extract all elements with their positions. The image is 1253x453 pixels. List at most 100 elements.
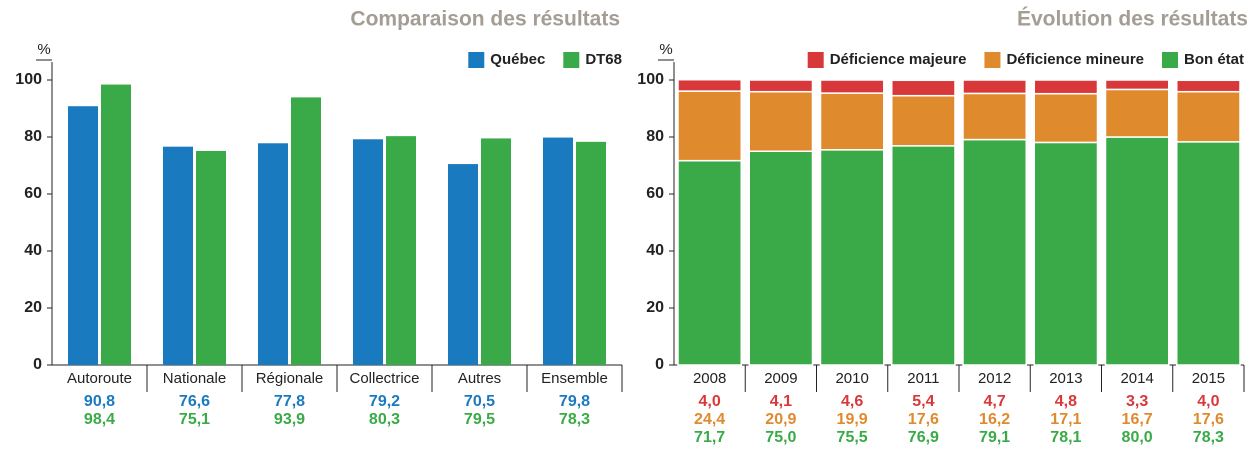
y-tick-label: 20 xyxy=(646,299,664,316)
value-label: 78,1 xyxy=(1050,429,1081,446)
y-axis-label: % xyxy=(37,41,50,58)
x-tick-label: 2015 xyxy=(1192,370,1225,387)
bar xyxy=(543,137,573,365)
bar xyxy=(481,138,511,365)
x-tick-label: 2009 xyxy=(764,370,797,387)
legend-label: Québec xyxy=(490,51,545,68)
chart-title: Évolution des résultats xyxy=(1017,8,1248,31)
legend-swatch xyxy=(807,52,824,68)
bar xyxy=(386,136,416,365)
y-tick-label: 40 xyxy=(646,242,664,259)
value-label: 16,2 xyxy=(979,411,1010,428)
value-label: 76,9 xyxy=(908,429,939,446)
value-label: 4,0 xyxy=(699,393,721,410)
x-tick-label: Régionale xyxy=(256,370,324,387)
bar xyxy=(68,106,98,365)
bar-segment xyxy=(962,92,1027,141)
x-tick-label: 2014 xyxy=(1120,370,1153,387)
value-label: 5,4 xyxy=(912,393,934,410)
y-tick-label: 40 xyxy=(24,242,42,259)
bar-segment xyxy=(677,78,742,92)
y-tick-label: 100 xyxy=(637,71,664,88)
x-tick-label: Ensemble xyxy=(541,370,608,387)
bar-segment xyxy=(748,79,814,93)
y-tick-label: 20 xyxy=(24,299,42,316)
value-label: 4,7 xyxy=(984,393,1006,410)
legend-swatch xyxy=(984,52,1001,68)
value-label: 98,4 xyxy=(84,411,115,428)
value-label: 70,5 xyxy=(464,393,495,410)
bar-segment xyxy=(1104,88,1170,138)
bar-segment xyxy=(1104,79,1170,91)
bar xyxy=(163,146,193,365)
x-tick-label: 2010 xyxy=(835,370,868,387)
legend-swatch xyxy=(468,52,485,68)
y-tick-label: 0 xyxy=(655,356,664,373)
bar-segment xyxy=(819,79,885,94)
bar-segment xyxy=(891,79,956,97)
legend-label: DT68 xyxy=(585,51,622,68)
bar-segment xyxy=(748,150,814,366)
x-tick-label: Nationale xyxy=(163,370,226,387)
y-tick-label: 0 xyxy=(33,356,42,373)
value-label: 79,1 xyxy=(979,429,1010,446)
value-label: 80,3 xyxy=(369,411,400,428)
x-tick-label: Collectrice xyxy=(349,370,419,387)
value-label: 3,3 xyxy=(1126,393,1148,410)
bar-segment xyxy=(1176,79,1241,93)
bar-segment xyxy=(1033,79,1099,95)
bar xyxy=(576,141,606,365)
value-label: 78,3 xyxy=(1193,429,1224,446)
bar-segment xyxy=(819,92,885,151)
bar-segment xyxy=(962,138,1027,366)
bar-segment xyxy=(891,145,956,366)
bar-segment xyxy=(748,90,814,152)
value-label: 71,7 xyxy=(694,429,725,446)
bar-segment xyxy=(1176,141,1241,366)
bar xyxy=(353,139,383,365)
legend-swatch xyxy=(563,52,580,68)
x-tick-label: 2013 xyxy=(1049,370,1082,387)
bar xyxy=(448,164,478,365)
value-label: 20,9 xyxy=(765,411,796,428)
value-label: 24,4 xyxy=(694,411,725,428)
y-tick-label: 60 xyxy=(24,185,42,202)
value-label: 4,8 xyxy=(1055,393,1077,410)
value-label: 19,9 xyxy=(837,411,868,428)
value-label: 79,8 xyxy=(559,393,590,410)
x-tick-label: Autres xyxy=(458,370,501,387)
value-label: 4,0 xyxy=(1197,393,1219,410)
bar-segment xyxy=(1104,136,1170,366)
legend-label: Bon état xyxy=(1184,51,1244,68)
bar-segment xyxy=(1033,92,1099,144)
y-tick-label: 80 xyxy=(646,128,664,145)
bar-segment xyxy=(1176,90,1241,143)
chart-title: Comparaison des résultats xyxy=(350,8,620,31)
y-axis-label: % xyxy=(659,41,672,58)
value-label: 16,7 xyxy=(1122,411,1153,428)
y-tick-label: 60 xyxy=(646,185,664,202)
x-tick-label: Autoroute xyxy=(67,370,132,387)
value-label: 78,3 xyxy=(559,411,590,428)
bar-segment xyxy=(819,149,885,366)
bar xyxy=(258,143,288,365)
value-label: 75,5 xyxy=(837,429,868,446)
bar xyxy=(291,97,321,365)
value-label: 4,6 xyxy=(841,393,863,410)
value-label: 75,0 xyxy=(765,429,796,446)
legend-label: Déficience majeure xyxy=(830,51,967,68)
value-label: 93,9 xyxy=(274,411,305,428)
value-label: 80,0 xyxy=(1122,429,1153,446)
value-label: 79,5 xyxy=(464,411,495,428)
legend-swatch xyxy=(1162,52,1178,68)
x-tick-label: 2008 xyxy=(693,370,726,387)
value-label: 75,1 xyxy=(179,411,210,428)
bar-segment xyxy=(677,90,742,162)
x-tick-label: 2011 xyxy=(907,370,939,387)
bar-segment xyxy=(962,79,1027,95)
bar-segment xyxy=(891,94,956,147)
y-tick-label: 100 xyxy=(15,71,42,88)
y-tick-label: 80 xyxy=(24,128,42,145)
value-label: 17,6 xyxy=(1193,411,1224,428)
